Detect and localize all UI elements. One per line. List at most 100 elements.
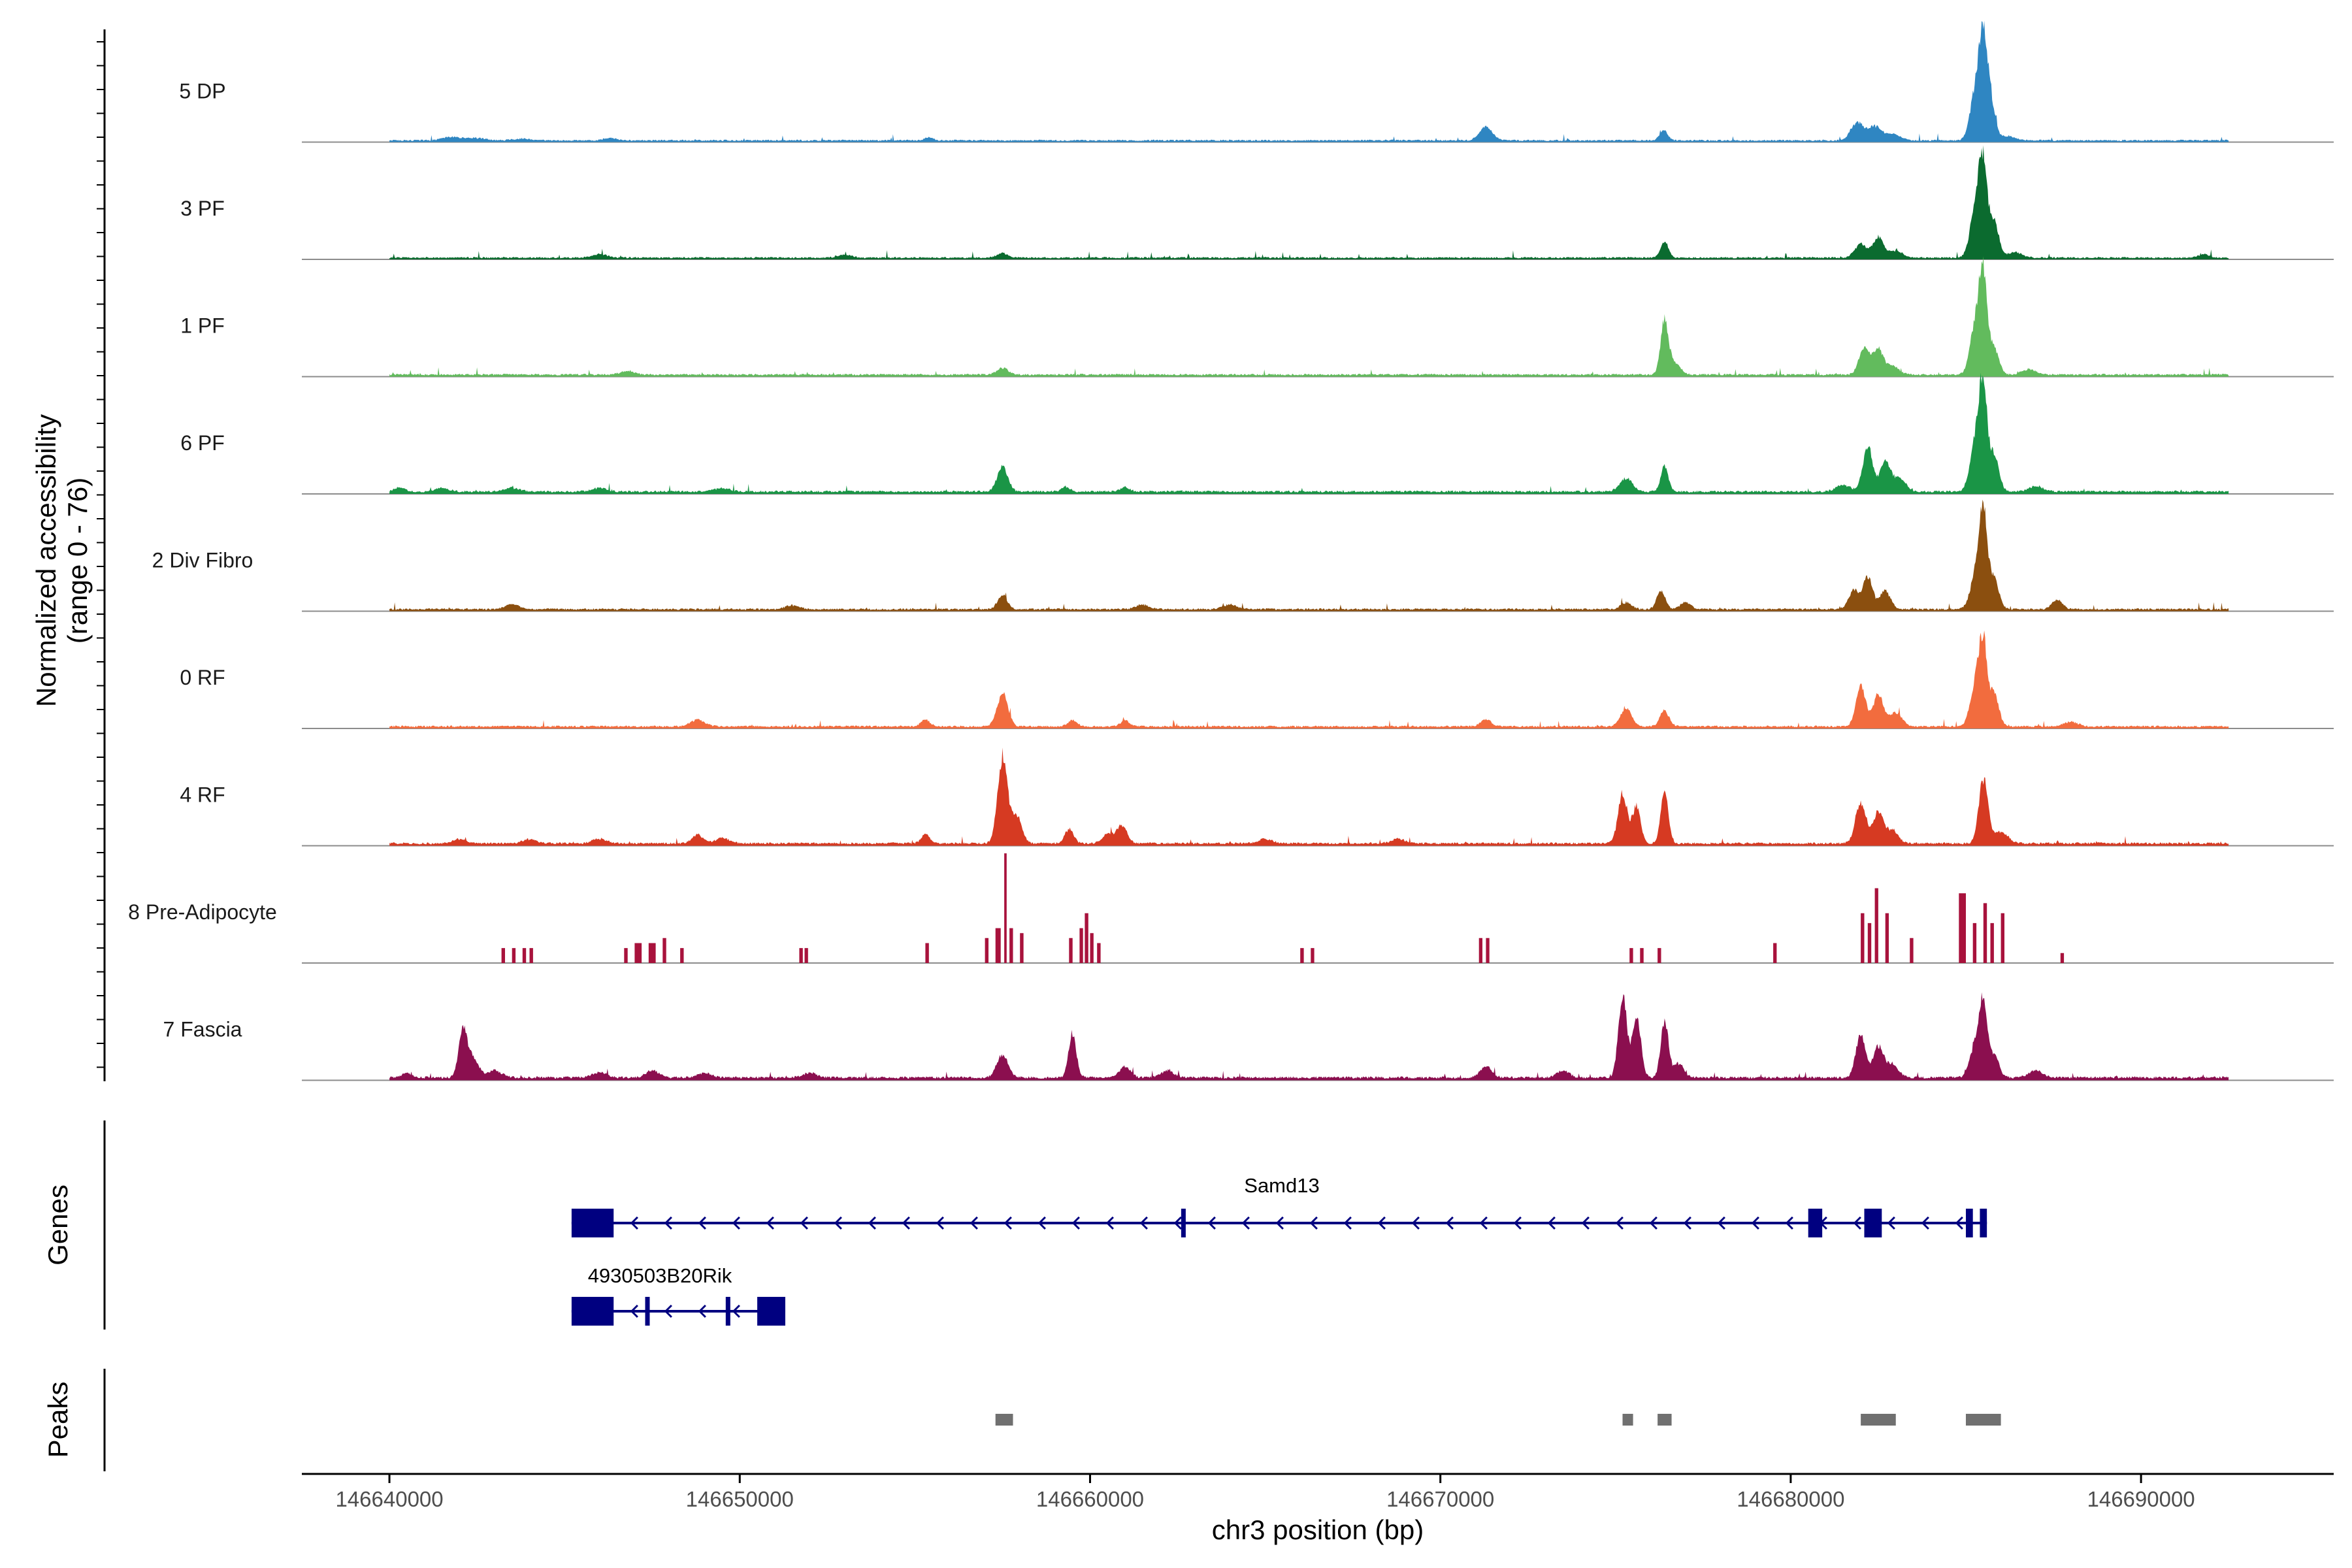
coverage-tracks-panel: 5 DP 3 PF 1 PF 6 PF 2 Div Fibro 0 RF 4 RF 8 Pre… (31, 20, 2334, 1081)
peak-region (1658, 1414, 1672, 1426)
strand-arrow (630, 1304, 638, 1318)
track-label: 7 Fascia (163, 1018, 242, 1041)
strand-arrow (1037, 1216, 1046, 1230)
peak-region (1965, 1414, 2001, 1426)
strand-arrow (1547, 1216, 1556, 1230)
strand-arrow (970, 1216, 978, 1230)
peak-region (995, 1414, 1013, 1426)
strand-arrow (1955, 1216, 1963, 1230)
track-label: 1 PF (180, 314, 225, 338)
x-axis: 146640000 146650000 146660000 146670000 1466… (302, 1473, 2334, 1545)
y-axis-title-line1: Normalized accessibility (31, 414, 61, 707)
track-label: 5 DP (179, 80, 225, 103)
x-axis-title: chr3 position (bp) (1212, 1514, 1424, 1545)
genes-axis-label: Genes (42, 1184, 73, 1266)
peaks-axis-label: Peaks (42, 1382, 73, 1458)
strand-arrow (732, 1216, 740, 1230)
strand-arrow (1785, 1216, 1793, 1230)
strand-arrow (766, 1216, 774, 1230)
track-8-pre-adipocyte: 8 Pre-Adipocyte (128, 853, 2334, 964)
gene-label: 4930503B20Rik (588, 1264, 732, 1287)
strand-arrow (1683, 1216, 1691, 1230)
x-tick-label: 146640000 (335, 1487, 443, 1511)
track-7-fascia: 7 Fascia (163, 992, 2334, 1081)
strand-arrow (1853, 1216, 1861, 1230)
strand-arrow (1207, 1216, 1216, 1230)
strand-arrow (1004, 1216, 1012, 1230)
strand-arrow (1717, 1216, 1725, 1230)
track-label: 2 Div Fibro (152, 549, 253, 572)
strand-arrow (834, 1216, 842, 1230)
strand-arrow (664, 1304, 672, 1318)
gene-label: Samd13 (1244, 1174, 1319, 1197)
peak-regions (995, 1414, 2001, 1426)
strand-arrow (1377, 1216, 1386, 1230)
gene-exon (1808, 1209, 1823, 1237)
strand-arrow (936, 1216, 944, 1230)
strand-arrow (1105, 1216, 1114, 1230)
gene-exon (1181, 1209, 1186, 1237)
track-label: 4 RF (180, 783, 225, 807)
track-2-div-fibro: 2 Div Fibro (152, 499, 2334, 612)
gene-samd13: Samd13 (571, 1174, 1987, 1237)
strand-arrow (1275, 1216, 1284, 1230)
gene-exon (645, 1297, 650, 1326)
track-label: 8 Pre-Adipocyte (128, 900, 277, 924)
strand-arrow (1071, 1216, 1080, 1230)
x-tick-label: 146680000 (1737, 1487, 1844, 1511)
gene-models: Samd13 4930503B20Rik (571, 1174, 1987, 1326)
track-1-pf: 1 PF (180, 256, 2334, 378)
track-label: 6 PF (180, 431, 225, 455)
peak-region (1861, 1414, 1896, 1426)
strand-arrow (800, 1216, 808, 1230)
x-axis-ticks: 146640000 146650000 146660000 146670000 1466… (335, 1474, 2195, 1511)
strand-arrow (1411, 1216, 1420, 1230)
strand-arrow (1479, 1216, 1488, 1230)
strand-arrow (664, 1216, 672, 1230)
x-tick-label: 146650000 (686, 1487, 794, 1511)
gene-exon (571, 1209, 614, 1237)
strand-arrow (1139, 1216, 1148, 1230)
strand-arrow (1887, 1216, 1895, 1230)
strand-arrow (732, 1304, 740, 1318)
y-axis-title-line2: (range 0 - 76) (62, 478, 93, 644)
x-tick-label: 146670000 (1386, 1487, 1494, 1511)
strand-arrow (1649, 1216, 1658, 1230)
strand-arrow (1173, 1216, 1182, 1230)
peak-region (1622, 1414, 1633, 1426)
gene-exon (725, 1297, 730, 1326)
track-0-rf: 0 RF (180, 630, 2334, 729)
strand-arrow (698, 1304, 706, 1318)
x-tick-label: 146660000 (1036, 1487, 1144, 1511)
peaks-panel: Peaks (42, 1369, 2001, 1471)
track-3-pf: 3 PF (180, 145, 2334, 260)
x-tick-label: 146690000 (2087, 1487, 2195, 1511)
tracks-y-ticks (97, 41, 105, 1068)
track-6-pf: 6 PF (180, 372, 2334, 495)
track-label: 3 PF (180, 197, 225, 220)
track-label: 0 RF (180, 666, 225, 689)
strand-arrow (1513, 1216, 1522, 1230)
strand-arrow (1241, 1216, 1250, 1230)
gene-exon (1965, 1209, 1973, 1237)
strand-arrow (1751, 1216, 1759, 1230)
gene-exon (1980, 1209, 1987, 1237)
track-5-dp: 5 DP (179, 20, 2334, 143)
strand-arrow (902, 1216, 910, 1230)
strand-arrow (1343, 1216, 1352, 1230)
strand-arrow (1921, 1216, 1929, 1230)
gene-exon (757, 1297, 785, 1326)
strand-arrow (1445, 1216, 1454, 1230)
strand-arrow (868, 1216, 876, 1230)
strand-arrow (698, 1216, 706, 1230)
strand-arrow (1615, 1216, 1624, 1230)
gene-exon (1864, 1209, 1882, 1237)
strand-arrow (1581, 1216, 1590, 1230)
strand-arrow (630, 1216, 638, 1230)
gene-exon (571, 1297, 614, 1326)
track-rows: 5 DP 3 PF 1 PF 6 PF 2 Div Fibro 0 RF 4 RF 8 Pre… (128, 20, 2334, 1081)
strand-arrow (1309, 1216, 1318, 1230)
gene-4930503b20rik: 4930503B20Rik (571, 1264, 785, 1326)
